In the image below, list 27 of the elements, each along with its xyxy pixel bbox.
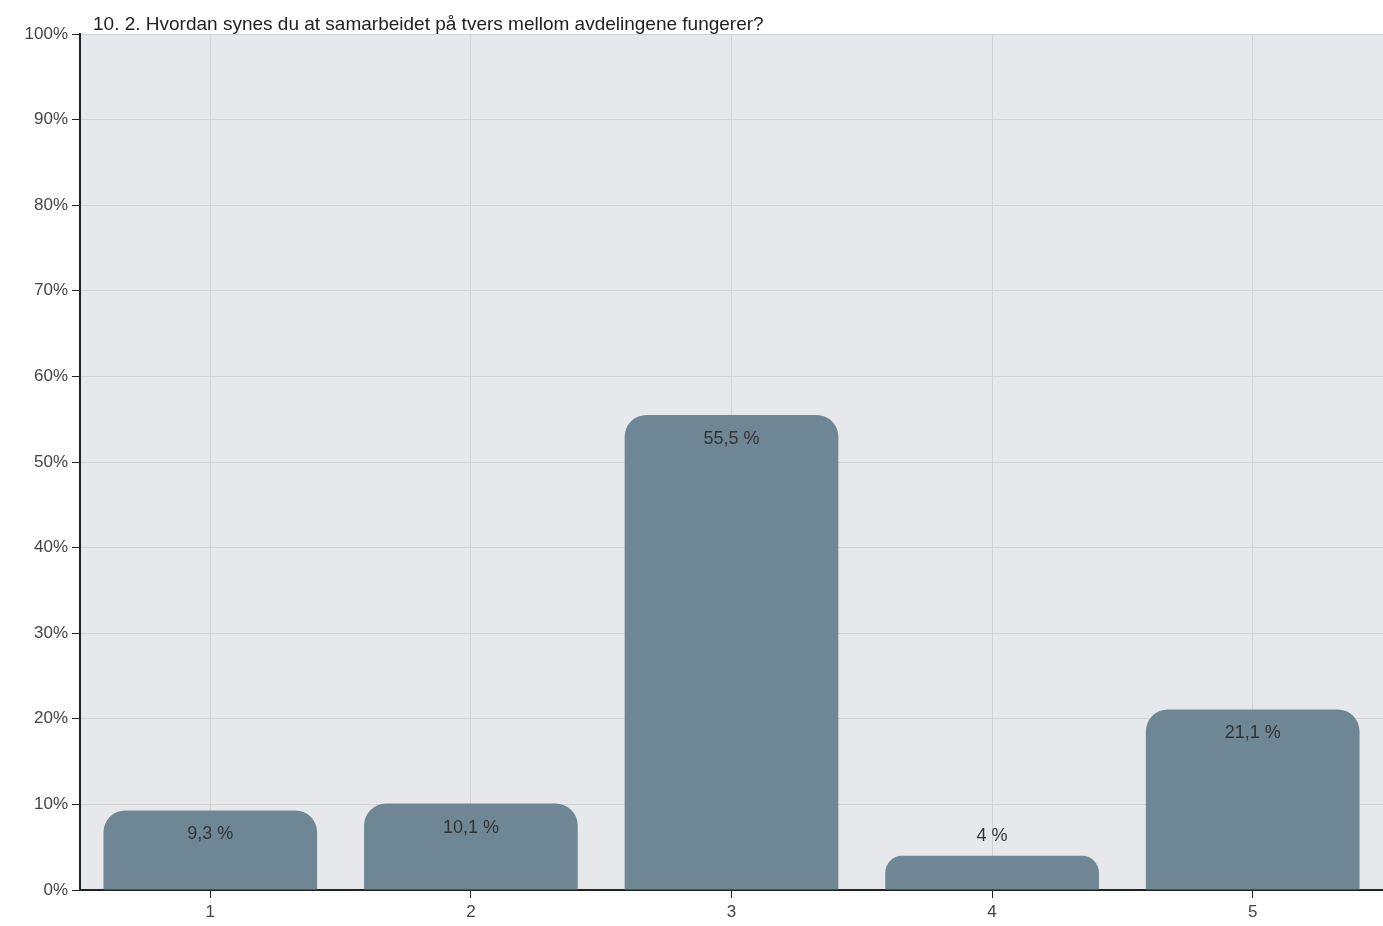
x-tick-label: 1: [205, 901, 216, 921]
y-tick-label: 40%: [33, 537, 68, 557]
data-label: 21,1 %: [1224, 722, 1281, 743]
y-tick-label: 90%: [33, 109, 68, 129]
bar: [1145, 709, 1360, 890]
bar: [624, 414, 839, 890]
bar: [364, 803, 578, 890]
y-tick-label: 20%: [33, 708, 68, 728]
data-label: 9,3 %: [187, 823, 234, 844]
y-tick-label: 100%: [24, 23, 68, 43]
x-tick-label: 3: [726, 901, 737, 921]
y-tick-label: 80%: [33, 194, 68, 214]
data-label: 10,1 %: [442, 816, 499, 837]
chart-title: 10. 2. Hvordan synes du at samarbeidet på tvers mellom avdelingene fungerer?: [93, 13, 764, 34]
bar: [885, 855, 1099, 890]
x-tick-label: 4: [987, 901, 997, 921]
y-tick-label: 0%: [43, 879, 68, 899]
data-label: 55,5 %: [703, 427, 760, 448]
x-tick-label: 2: [466, 901, 476, 921]
data-label: 4 %: [976, 824, 1008, 845]
y-tick-label: 50%: [33, 451, 68, 471]
y-tick-label: 30%: [33, 622, 68, 642]
bar: [103, 810, 318, 890]
x-tick-label: 5: [1247, 901, 1258, 921]
y-tick-label: 60%: [33, 366, 68, 386]
y-tick-label: 70%: [33, 280, 68, 300]
y-tick-label: 10%: [33, 794, 68, 814]
